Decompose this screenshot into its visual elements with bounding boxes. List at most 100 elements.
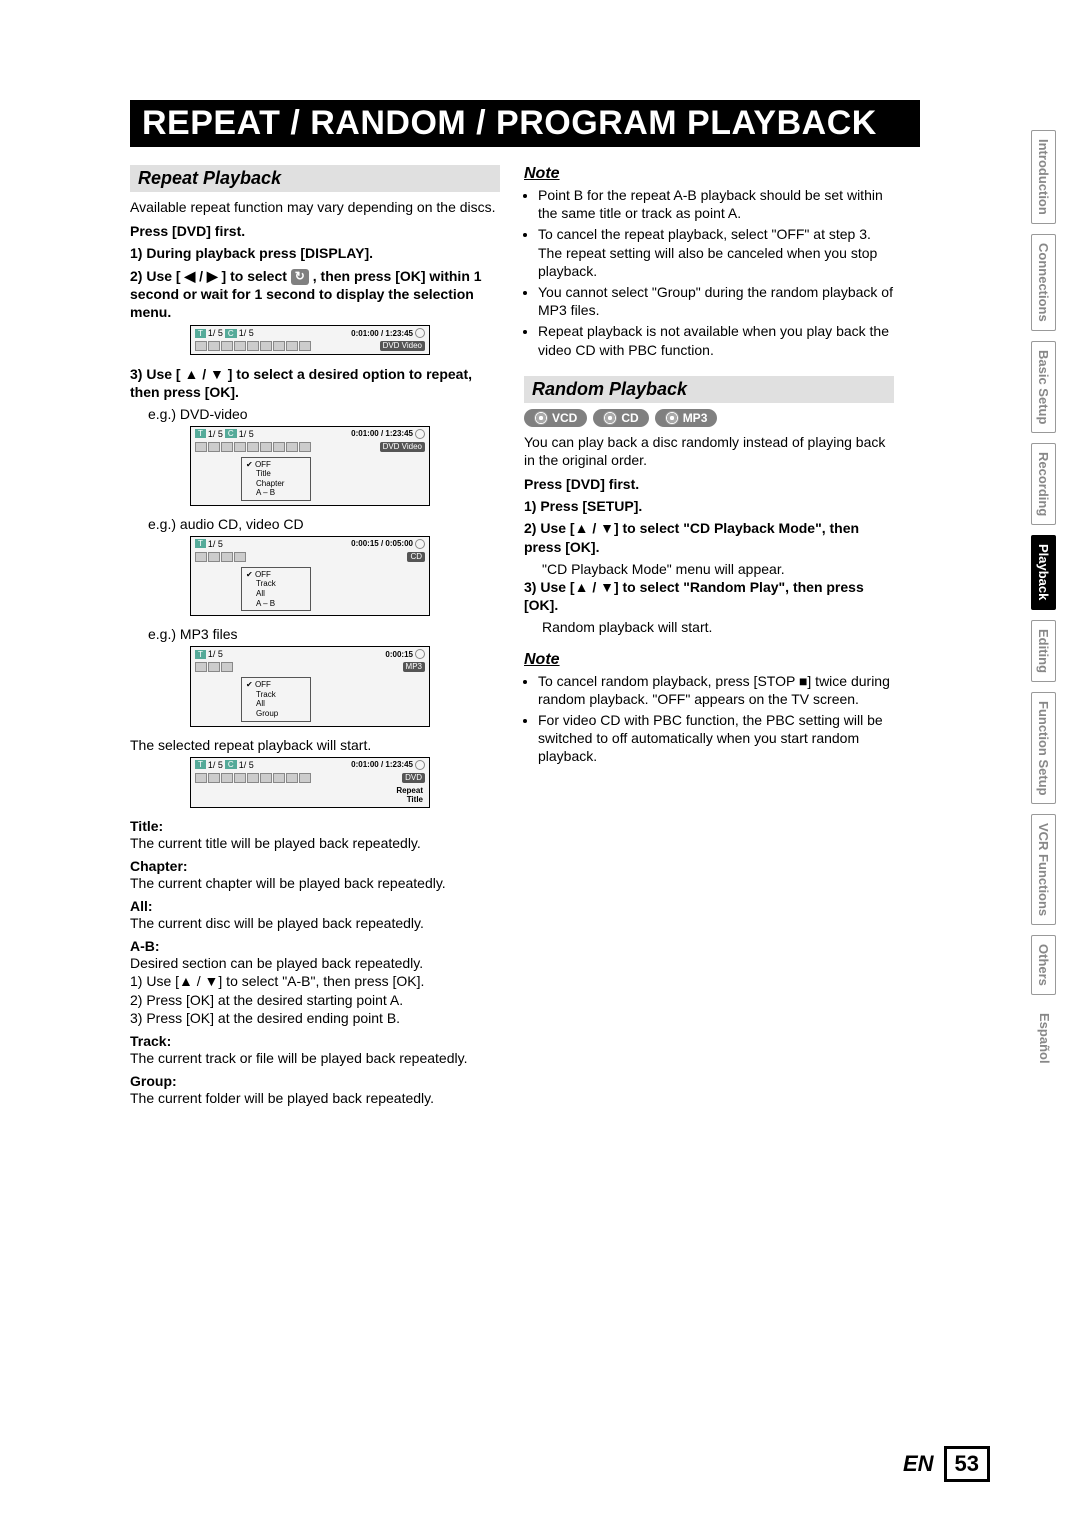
disp5-rlabel: Repeat Title [191, 786, 429, 807]
repeat-heading: Repeat Playback [130, 165, 500, 192]
mp3-icon: MP3 [655, 409, 718, 427]
note1-list: Point B for the repeat A-B playback shou… [524, 186, 894, 359]
disp1-t: 1/ 5 [208, 328, 223, 338]
repeat-step2: 2) Use [ ◀ / ▶ ] to select ↻ , then pres… [130, 267, 500, 322]
repeat-icon: ↻ [291, 269, 309, 285]
cd-icon: CD [593, 409, 648, 427]
mp3-label: MP3 [683, 411, 708, 425]
step2-a: 2) Use [ ◀ / ▶ ] to select [130, 268, 291, 284]
def-ab-2: 2) Press [OK] at the desired starting po… [130, 991, 500, 1009]
random-heading: Random Playback [524, 376, 894, 403]
main-title: REPEAT / RANDOM / PROGRAM PLAYBACK [130, 100, 920, 147]
note2-item: To cancel random playback, press [STOP ■… [538, 672, 894, 708]
display-box-2: T1/ 5 C1/ 5 0:01:00 / 1:23:45 DVD Video … [190, 426, 430, 506]
disp2-tag: DVD Video [380, 442, 425, 452]
tab-others[interactable]: Others [1031, 935, 1056, 995]
disp5-c: 1/ 5 [239, 760, 254, 770]
note2-heading: Note [524, 651, 894, 669]
def-all-t: The current disc will be played back rep… [130, 914, 500, 932]
def-ab-3: 3) Press [OK] at the desired ending poin… [130, 1009, 500, 1027]
disp4-e1: Track [246, 690, 306, 700]
random-step2: 2) Use [▲ / ▼] to select "CD Playback Mo… [524, 519, 894, 555]
disp4-time: 0:00:15 [385, 650, 413, 659]
disp3-e0: OFF [255, 570, 271, 579]
random-step2-text: "CD Playback Mode" menu will appear. [524, 560, 894, 578]
disp4-t: 1/ 5 [208, 649, 223, 659]
vcd-label: VCD [552, 411, 577, 425]
repeat-intro: Available repeat function may vary depen… [130, 198, 500, 216]
note1-item: Repeat playback is not available when yo… [538, 322, 894, 358]
disp2-time: 0:01:00 / 1:23:45 [351, 429, 413, 438]
disp3-expand: ✔ OFF Track All A – B [241, 567, 311, 611]
disp2-expand: ✔ OFF Title Chapter A – B [241, 457, 311, 501]
def-chapter-t: The current chapter will be played back … [130, 874, 500, 892]
random-intro: You can play back a disc randomly instea… [524, 433, 894, 469]
def-title-t: The current title will be played back re… [130, 834, 500, 852]
tab-vcr-functions[interactable]: VCR Functions [1031, 814, 1056, 925]
disp2-e1: Title [246, 469, 306, 479]
disp4-e2: All [246, 699, 306, 709]
def-ab-1: 1) Use [▲ / ▼] to select "A-B", then pre… [130, 972, 500, 990]
disp1-t-icon: T [195, 329, 206, 338]
disp2-e3: A – B [246, 488, 306, 498]
disp3-e2: All [246, 589, 306, 599]
random-step1: 1) Press [SETUP]. [524, 497, 894, 515]
footer: EN 53 [903, 1446, 990, 1482]
disp5-tag: DVD [402, 773, 425, 783]
eg-cd: e.g.) audio CD, video CD [148, 516, 500, 532]
random-step3: 3) Use [▲ / ▼] to select "Random Play", … [524, 578, 894, 614]
display-box-4: T1/ 5 0:00:15 MP3 ✔ OFF Track All Group [190, 646, 430, 726]
disp5-time: 0:01:00 / 1:23:45 [351, 760, 413, 769]
def-title-h: Title: [130, 818, 500, 834]
left-column: Repeat Playback Available repeat functio… [130, 165, 500, 1107]
disp3-e3: A – B [246, 599, 306, 609]
eg-mp3: e.g.) MP3 files [148, 626, 500, 642]
display-box-5: T1/ 5 C1/ 5 0:01:00 / 1:23:45 DVD Repeat… [190, 757, 430, 808]
note1-item: You cannot select "Group" during the ran… [538, 283, 894, 319]
tab-recording[interactable]: Recording [1031, 443, 1056, 525]
eg-dvd: e.g.) DVD-video [148, 406, 500, 422]
right-column: Note Point B for the repeat A-B playback… [524, 165, 894, 1107]
footer-lang: EN [903, 1451, 934, 1477]
note2-list: To cancel random playback, press [STOP ■… [524, 672, 894, 766]
tab-function-setup[interactable]: Function Setup [1031, 692, 1056, 805]
def-track-t: The current track or file will be played… [130, 1049, 500, 1067]
def-group-t: The current folder will be played back r… [130, 1089, 500, 1107]
display-box-3: T1/ 5 0:00:15 / 0:05:00 CD ✔ OFF Track A… [190, 536, 430, 616]
format-icons: VCD CD MP3 [524, 409, 894, 427]
random-step3-text: Random playback will start. [524, 618, 894, 636]
repeat-step3: 3) Use [ ▲ / ▼ ] to select a desired opt… [130, 365, 500, 401]
disp4-tag: MP3 [403, 662, 425, 672]
disp1-c-icon: C [225, 329, 237, 338]
def-ab-h: A-B: [130, 938, 500, 954]
disp1-icon-row: DVD Video [191, 340, 429, 354]
note1-item: To cancel the repeat playback, select "O… [538, 225, 894, 280]
disp3-time: 0:00:15 / 0:05:00 [351, 539, 413, 548]
disp4-expand: ✔ OFF Track All Group [241, 677, 311, 721]
selected-will-start: The selected repeat playback will start. [130, 737, 500, 753]
disp4-e0: OFF [255, 680, 271, 689]
cd-label: CD [621, 411, 638, 425]
disp1-time: 0:01:00 / 1:23:45 [351, 329, 413, 338]
disp5-t: 1/ 5 [208, 760, 223, 770]
tab-editing[interactable]: Editing [1031, 620, 1056, 682]
page-number: 53 [944, 1446, 990, 1482]
note2-item: For video CD with PBC function, the PBC … [538, 711, 894, 766]
tab-introduction[interactable]: Introduction [1031, 130, 1056, 224]
def-chapter-h: Chapter: [130, 858, 500, 874]
tab-espanol[interactable]: Español [1031, 1005, 1056, 1072]
display-box-1: T 1/ 5 C 1/ 5 0:01:00 / 1:23:45 DVD Vide… [190, 325, 430, 355]
repeat-step1: 1) During playback press [DISPLAY]. [130, 244, 500, 262]
disp2-c: 1/ 5 [239, 429, 254, 439]
note1-item: Point B for the repeat A-B playback shou… [538, 186, 894, 222]
tab-connections[interactable]: Connections [1031, 234, 1056, 331]
disp1-c: 1/ 5 [239, 328, 254, 338]
press-dvd-first: Press [DVD] first. [130, 222, 500, 240]
random-press-first: Press [DVD] first. [524, 475, 894, 493]
tab-playback[interactable]: Playback [1031, 535, 1056, 609]
tab-basic-setup[interactable]: Basic Setup [1031, 341, 1056, 433]
disp2-e2: Chapter [246, 479, 306, 489]
def-track-h: Track: [130, 1033, 500, 1049]
def-ab-t: Desired section can be played back repea… [130, 954, 500, 972]
disp3-t: 1/ 5 [208, 539, 223, 549]
